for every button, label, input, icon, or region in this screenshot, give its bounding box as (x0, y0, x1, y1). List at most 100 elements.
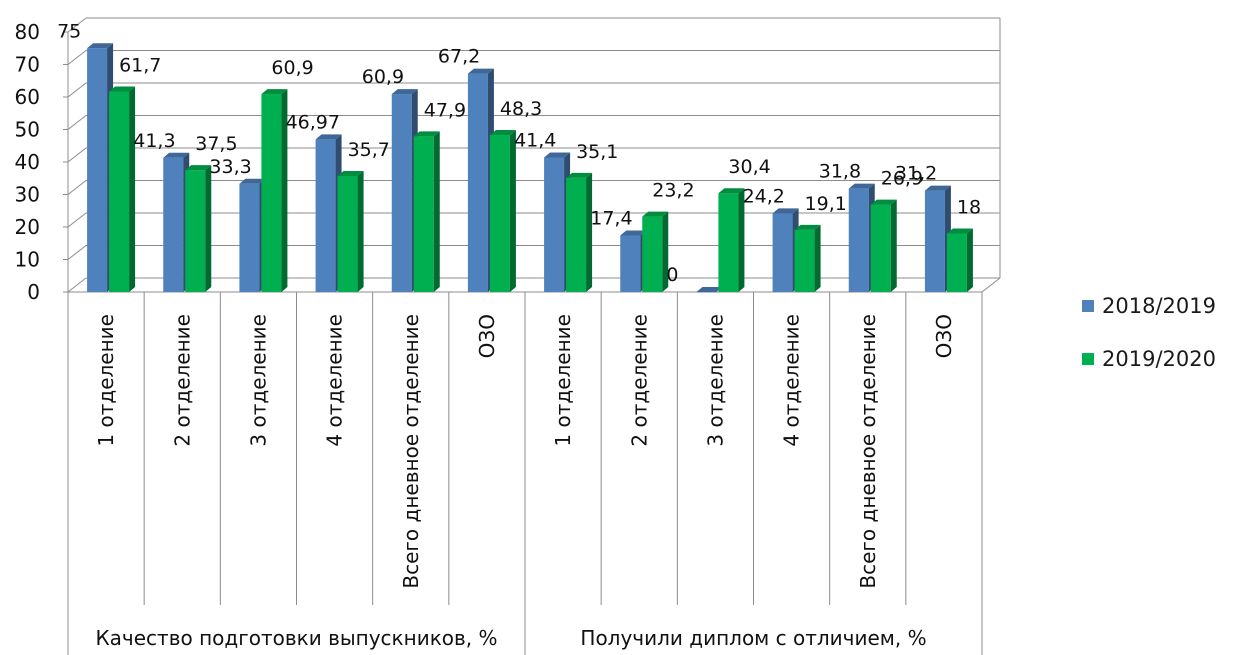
bar-front (772, 213, 793, 292)
x-tick-label: ОЗО (932, 314, 956, 358)
bar (718, 188, 745, 292)
bar-top (239, 178, 266, 184)
bar-front (261, 94, 282, 292)
bar (413, 131, 440, 292)
data-label: 18 (957, 197, 981, 219)
bar-side (129, 86, 136, 292)
grid-diagonal (67, 17, 87, 33)
data-label: 61,7 (119, 54, 161, 76)
bar (794, 224, 821, 292)
bar-front (946, 233, 967, 292)
data-label: 19,1 (805, 193, 847, 215)
y-tick-label: 50 (15, 118, 40, 142)
bar-side (509, 130, 516, 292)
bar (946, 228, 973, 292)
bar-front (413, 136, 434, 292)
group-label: Качество подготовки выпускников, % (95, 626, 497, 650)
bar-side (966, 228, 973, 292)
bar-front (620, 235, 641, 292)
grid-diagonal (67, 147, 87, 163)
legend-swatch-2018-2019 (1082, 300, 1094, 312)
bar-front (239, 183, 260, 292)
data-label: 31,8 (819, 161, 861, 183)
bar-top (337, 170, 364, 176)
bar-top (718, 188, 745, 194)
y-tick-label: 0 (27, 280, 40, 304)
bar-top (413, 131, 440, 137)
bar-top (261, 89, 288, 95)
data-label: 24,2 (743, 185, 785, 207)
bar-top (772, 208, 799, 214)
data-label: 26,9 (881, 168, 923, 190)
bar-side (433, 131, 440, 292)
data-label: 35,1 (576, 141, 618, 163)
bar-front (544, 157, 565, 292)
bar-side (586, 172, 593, 292)
bar-front (185, 170, 206, 292)
grid-lines (67, 17, 1001, 293)
bar-front (337, 175, 358, 292)
bar (696, 287, 723, 293)
bar-side (738, 188, 745, 292)
data-label: 60,9 (362, 66, 404, 88)
category-table: 1 отделение 2 отделение 3 отделение 4 отдел… (67, 292, 983, 655)
bar (642, 211, 669, 292)
bar-front (467, 73, 488, 292)
bar-side (814, 224, 821, 292)
x-tick-label: ОЗО (475, 314, 499, 358)
bar-front (87, 48, 108, 292)
bar-top (870, 199, 897, 205)
bar-side (205, 165, 212, 292)
bar-front (696, 292, 717, 293)
bar (109, 86, 136, 292)
group-label: Получили диплом с отличием, % (580, 626, 926, 650)
x-tick-label: 2 отделение (627, 314, 651, 447)
bar-top (566, 172, 593, 178)
bar-top (544, 152, 571, 158)
bar (261, 89, 288, 292)
bar (566, 172, 593, 292)
bar-front (642, 216, 663, 292)
legend-item-2018-2019: 2018/2019 (1082, 292, 1242, 320)
x-tick-label: 4 отделение (780, 314, 804, 447)
data-label: 35,7 (348, 139, 390, 161)
bar-top (315, 134, 342, 140)
bar-front (315, 139, 336, 292)
bar-front (870, 204, 891, 292)
y-tick-label: 60 (15, 85, 40, 109)
data-label: 23,2 (652, 180, 694, 202)
data-labels: 75 41,3 33,3 46,97 60,9 67,2 41,4 17,4 0 24,2 31,8… (57, 20, 981, 286)
bar-top (467, 68, 494, 74)
data-label: 48,3 (500, 98, 542, 120)
y-tick-label: 30 (15, 183, 40, 207)
bar-top (489, 130, 516, 136)
data-label: 60,9 (271, 57, 313, 79)
bar-top (924, 185, 951, 191)
bar-front (718, 193, 739, 292)
data-label: 41,4 (514, 129, 556, 151)
y-tick-label: 40 (15, 150, 40, 174)
bar-top (163, 152, 190, 158)
x-tick-label: Всего дневное отделение (856, 314, 880, 589)
bar-front (489, 135, 510, 292)
bar (489, 130, 516, 292)
legend-label-2019-2020: 2019/2020 (1102, 347, 1216, 371)
legend-swatch-2019-2020 (1082, 353, 1094, 365)
x-tick-label: 3 отделение (246, 314, 270, 447)
bar-front (109, 91, 130, 292)
bar-top (794, 224, 821, 230)
bar-top (848, 183, 875, 189)
bar-side (890, 199, 897, 292)
bar-top (109, 86, 136, 92)
bar-top (620, 230, 647, 236)
bar-side (357, 170, 364, 292)
data-label: 31,2 (895, 163, 937, 185)
legend-label-2018-2019: 2018/2019 (1102, 294, 1216, 318)
data-label: 75 (57, 20, 81, 42)
bar-side (662, 211, 669, 292)
grid-diagonal (67, 180, 87, 195)
bar (337, 170, 364, 292)
data-label: 17,4 (590, 207, 632, 229)
data-label: 47,9 (424, 99, 466, 121)
floor-right-edge (981, 277, 1001, 293)
